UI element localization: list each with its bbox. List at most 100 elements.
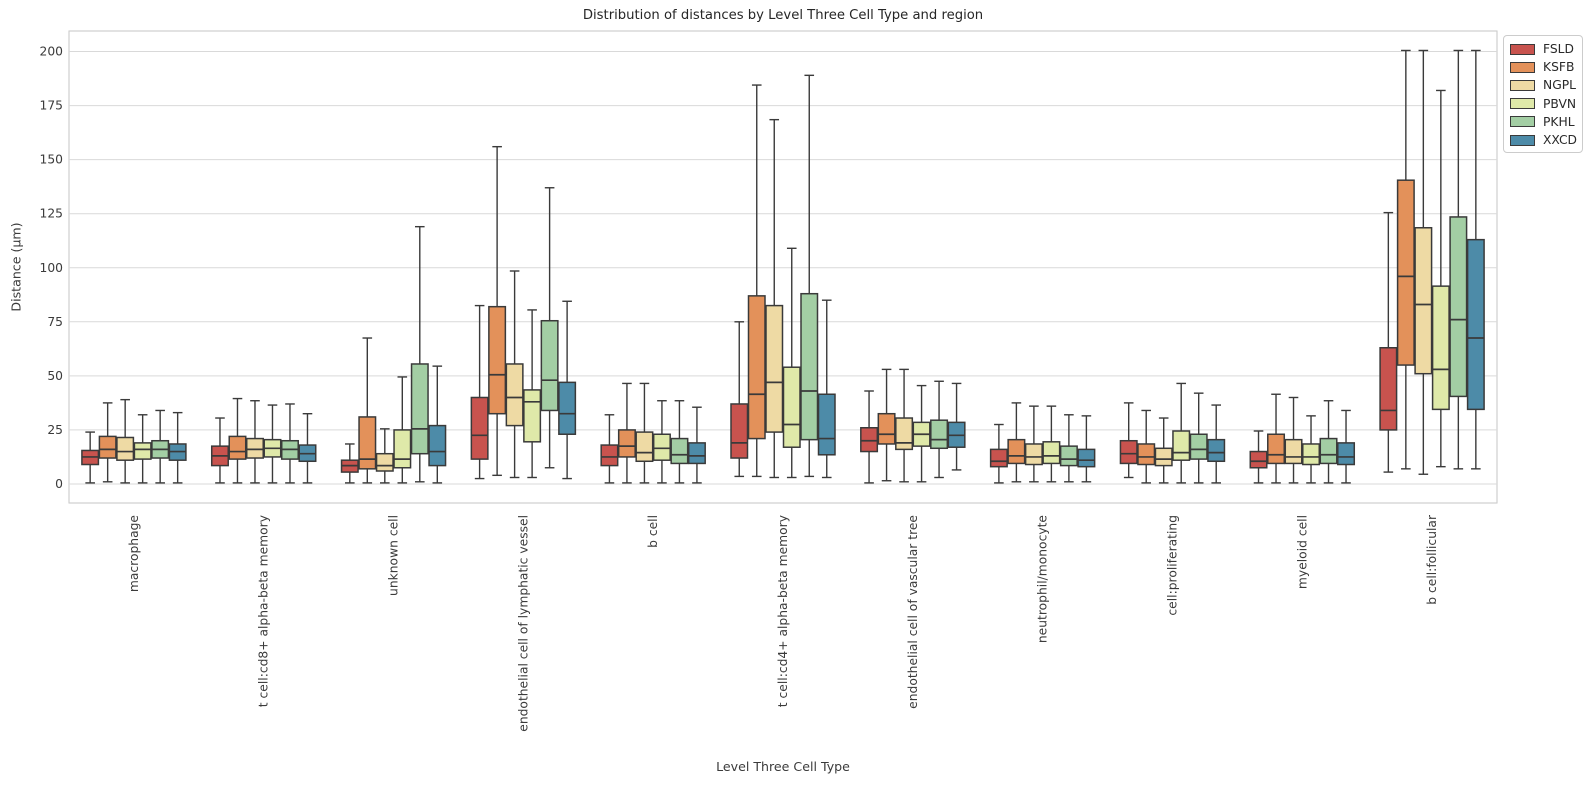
box-rect [687,442,706,465]
box-rect [1449,216,1468,398]
box-ksfb-endothelial-cell-of-vascular-tree [877,368,896,482]
box-rect [765,304,784,433]
box-rect [1172,430,1191,461]
box-rect [895,417,914,451]
box-ngpl-myeloid-cell [1284,396,1303,484]
box-rect [410,363,429,455]
box-fsld-t-cell-cd8-alpha-beta-memory [210,417,229,484]
box-xxcd-t-cell-cd8-alpha-beta-memory [298,413,317,484]
y-tick-label-175: 175 [40,99,63,113]
y-axis-label: Distance (μm) [9,222,24,311]
box-pkhl-endothelial-cell-of-vascular-tree [930,380,949,479]
box-rect [930,419,949,450]
box-rect [375,452,394,472]
box-ngpl-unknown-cell [375,428,394,484]
box-rect [817,393,836,456]
box-pbvn-b-cell-follicular [1431,89,1450,468]
box-fsld-endothelial-cell-of-lymphatic-vessel [470,304,489,480]
chart-title: Distribution of distances by Level Three… [582,8,984,23]
box-xxcd-endothelial-cell-of-lymphatic-vessel [558,300,577,480]
box-rect [1284,438,1303,465]
box-fsld-neutrophil-monocyte [989,423,1008,484]
box-rect [800,292,819,441]
x-tick-label-unknown-cell: unknown cell [387,515,401,596]
box-rect [1319,437,1338,465]
box-ngpl-t-cell-cd8-alpha-beta-memory [245,400,264,484]
box-rect [600,444,619,467]
box-xxcd-b-cell [687,406,706,484]
box-rect [470,396,489,460]
box-rect [1042,441,1061,465]
box-pbvn-macrophage [133,414,152,484]
x-tick-label-endothelial-cell-of-vascular-tree: endothelial cell of vascular tree [906,515,920,709]
box-ksfb-t-cell-cd4-alpha-beta-memory [747,84,766,478]
box-ksfb-b-cell-follicular [1396,49,1415,470]
box-rect [730,403,749,459]
legend-item-pkhl: PKHL [1510,113,1582,131]
legend-label-fsld: FSLD [1543,41,1574,56]
box-rect [228,435,247,460]
box-xxcd-macrophage [168,411,187,484]
legend-label-pkhl: PKHL [1543,114,1575,129]
legend-item-xxcd: XXCD [1510,131,1582,149]
box-pbvn-myeloid-cell [1302,415,1321,484]
box-pbvn-neutrophil-monocyte [1042,405,1061,483]
y-tick-label-100: 100 [40,261,63,275]
box-rect [558,381,577,435]
box-rect [1466,238,1485,411]
box-rect [877,412,896,445]
box-rect [635,431,654,463]
box-rect [1431,285,1450,411]
box-fsld-endothelial-cell-of-vascular-tree [860,390,879,484]
box-rect [1396,179,1415,366]
x-tick-label-neutrophil-monocyte: neutrophil/monocyte [1036,515,1050,643]
x-axis-label: Level Three Cell Type [716,759,850,774]
y-tick-label-125: 125 [40,207,63,221]
box-ksfb-endothelial-cell-of-lymphatic-vessel [488,145,507,477]
legend-swatch-fsld [1510,43,1535,55]
box-pbvn-unknown-cell [393,376,412,484]
box-pkhl-macrophage [151,409,170,484]
box-ksfb-b-cell [617,382,636,484]
box-rect [1024,443,1043,466]
box-fsld-b-cell [600,414,619,484]
box-fsld-b-cell-follicular [1379,211,1398,473]
box-ngpl-b-cell [635,382,654,484]
box-pkhl-endothelial-cell-of-lymphatic-vessel [540,187,559,469]
box-pbvn-endothelial-cell-of-vascular-tree [912,384,931,483]
box-xxcd-endothelial-cell-of-vascular-tree [947,382,966,471]
legend-swatch-pkhl [1510,116,1535,128]
y-tick-label-50: 50 [47,369,63,383]
box-rect [358,416,377,470]
x-tick-label-b-cell-follicular: b cell:follicular [1425,514,1439,605]
legend-swatch-pbvn [1510,98,1535,110]
box-fsld-unknown-cell [340,443,359,484]
box-pkhl-t-cell-cd4-alpha-beta-memory [800,74,819,478]
box-xxcd-unknown-cell [428,365,447,484]
box-rect [1337,442,1356,466]
box-rect [1249,450,1268,469]
x-tick-label-endothelial-cell-of-lymphatic-vessel: endothelial cell of lymphatic vessel [516,515,530,732]
box-ngpl-endothelial-cell-of-lymphatic-vessel [505,270,524,479]
legend-label-ksfb: KSFB [1543,60,1575,75]
box-ngpl-cell-proliferating [1154,417,1173,484]
y-axis-ticks: 0 25 50 75 100 125 150 175 200 [40,45,63,491]
box-rect [505,363,524,427]
box-pkhl-neutrophil-monocyte [1059,414,1078,483]
box-rect [617,429,636,458]
box-rect [989,448,1008,468]
box-pkhl-b-cell-follicular [1449,49,1468,470]
box-rect [393,429,412,469]
box-layer [81,49,1485,484]
box-rect [245,437,264,459]
box-xxcd-cell-proliferating [1207,404,1226,484]
x-tick-label-cell-proliferating: cell:proliferating [1165,515,1179,616]
box-pbvn-t-cell-cd4-alpha-beta-memory [782,247,801,479]
legend-label-xxcd: XXCD [1543,132,1578,147]
box-ksfb-macrophage [98,402,117,483]
legend-swatch-xxcd [1510,134,1535,146]
box-pbvn-t-cell-cd8-alpha-beta-memory [263,404,282,484]
box-rect [1007,438,1026,465]
box-rect [523,389,542,443]
